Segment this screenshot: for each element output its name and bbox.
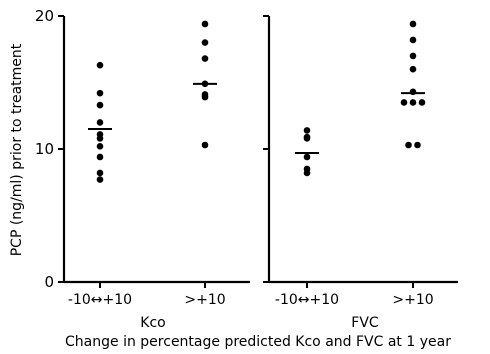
data-point <box>97 170 104 177</box>
data-point <box>97 62 104 69</box>
data-point <box>304 127 311 134</box>
data-point <box>405 142 412 149</box>
x-tick-label: >+10 <box>184 292 225 308</box>
data-point <box>97 90 104 97</box>
x-axis-label: Change in percentage predicted Kco and F… <box>65 334 451 350</box>
data-point <box>97 154 104 161</box>
data-point <box>410 66 417 73</box>
data-point <box>419 99 426 106</box>
data-point <box>202 55 209 62</box>
data-point <box>97 143 104 150</box>
data-point <box>304 154 311 161</box>
data-point <box>304 135 311 142</box>
chart-panels: 0 10 20 -10↔+10 >+10 Kco -10↔+10 >+10 FVC <box>35 7 458 331</box>
x-tick-label: -10↔+10 <box>275 292 339 308</box>
data-point <box>304 170 311 177</box>
data-point <box>97 135 104 142</box>
data-point <box>410 99 417 106</box>
data-point <box>202 142 209 149</box>
x-tick-label: >+10 <box>392 292 433 308</box>
data-point <box>97 119 104 126</box>
x-tick-label: -10↔+10 <box>68 292 132 308</box>
data-point <box>97 102 104 109</box>
data-point <box>414 142 421 149</box>
panel-label: FVC <box>351 315 379 331</box>
y-tick-label: 10 <box>35 140 54 158</box>
data-point <box>202 21 209 28</box>
data-point <box>202 94 209 101</box>
data-point <box>410 21 417 28</box>
y-tick-label: 20 <box>35 7 54 25</box>
data-point <box>202 39 209 46</box>
data-point <box>401 99 408 106</box>
data-point <box>410 53 417 60</box>
y-tick-label: 0 <box>44 273 54 291</box>
data-point <box>97 176 104 183</box>
y-axis-label: PCP (ng/ml) prior to treatment <box>9 43 25 256</box>
data-point <box>410 37 417 44</box>
panel-label: Kco <box>140 315 165 331</box>
